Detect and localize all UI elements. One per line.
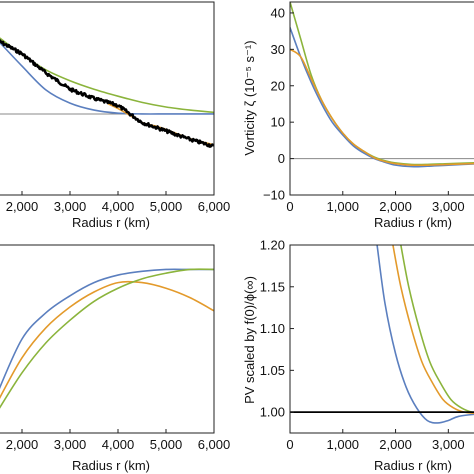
series-line-black: [0, 39, 214, 148]
axes-frame: [289, 1, 474, 196]
series-line-orange: [392, 245, 474, 415]
y-axis-label: PV scaled by f(0)/ϕ(∞): [242, 276, 257, 404]
x-axis-label: Radius r (km): [374, 458, 452, 473]
x-tick-label: 3,000: [54, 437, 87, 452]
y-tick-label: 30: [271, 42, 285, 57]
x-tick-label: 4,000: [102, 199, 135, 214]
x-axis-label: Radius r (km): [72, 458, 150, 473]
x-tick-label: 0: [286, 199, 293, 214]
x-tick-label: 2,000: [6, 199, 39, 214]
x-axis-label: Radius r (km): [72, 215, 150, 230]
panel-top-left: 2,000 3,000 4,000 5,000 6,000 Radius r (km): [0, 1, 231, 230]
series-line-orange: [290, 48, 474, 167]
series-line-blue: [0, 268, 214, 390]
series-line-green: [0, 268, 214, 409]
y-tick-label: 1.10: [260, 321, 285, 336]
y-axis-label: Vorticity ζ (10⁻⁵ s⁻¹): [242, 40, 257, 155]
x-tick-label: 0: [286, 437, 293, 452]
x-tick-label: 5,000: [150, 437, 183, 452]
x-tick-label: 2,000: [379, 437, 412, 452]
y-tick-label: 20: [271, 78, 285, 93]
axes-frame: [0, 1, 215, 196]
y-tick-label: 1.15: [260, 279, 285, 294]
panel-bottom-right: 0 1,000 2,000 3,000 1.00 1.05 1.10 1.15 1.20 Rad…: [242, 238, 474, 473]
y-tick-label: 10: [271, 115, 285, 130]
x-tick-label: 2,000: [379, 199, 412, 214]
y-tick-label: 1.20: [260, 238, 285, 253]
series-line-blue: [376, 245, 474, 424]
panel-bottom-left: 2,000 3,000 4,000 5,000 6,000 Radius r (km): [0, 244, 231, 473]
axes-frame: [0, 244, 215, 434]
series-line-orange: [0, 280, 214, 400]
y-tick-label: 1.00: [260, 405, 285, 420]
x-tick-label: 3,000: [432, 437, 465, 452]
y-tick-label: 0: [278, 151, 285, 166]
axes-frame: [289, 244, 474, 434]
y-tick-label: 1.05: [260, 363, 285, 378]
y-tick-label: 40: [271, 5, 285, 20]
series-line-blue: [290, 26, 474, 168]
x-tick-label: 6,000: [198, 199, 231, 214]
x-tick-label: 3,000: [54, 199, 87, 214]
x-tick-label: 5,000: [150, 199, 183, 214]
x-tick-label: 2,000: [6, 437, 39, 452]
x-tick-label: 4,000: [102, 437, 135, 452]
x-tick-label: 1,000: [327, 437, 360, 452]
y-tick-label: −10: [263, 188, 285, 203]
x-tick-label: 3,000: [432, 199, 465, 214]
series-line-green: [290, 2, 474, 166]
x-axis-label: Radius r (km): [374, 215, 452, 230]
x-tick-label: 1,000: [327, 199, 360, 214]
series-line-blue: [0, 41, 214, 115]
x-tick-label: 6,000: [198, 437, 231, 452]
